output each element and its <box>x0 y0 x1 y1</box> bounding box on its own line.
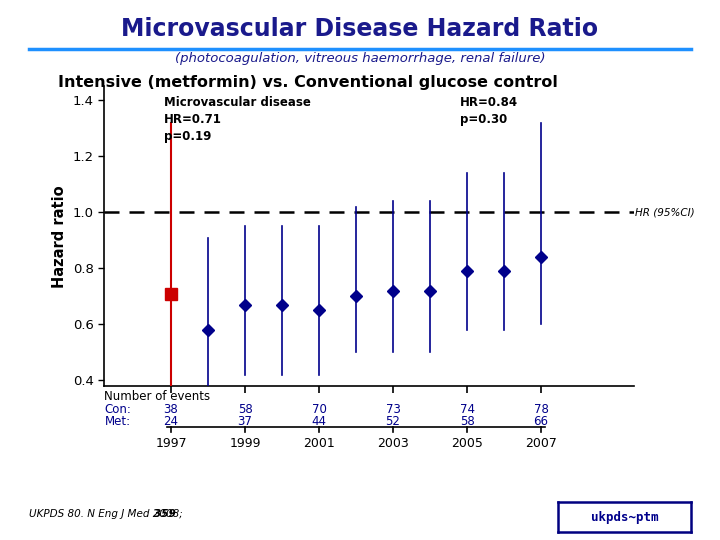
Text: p=0.30: p=0.30 <box>459 113 507 126</box>
Text: 66: 66 <box>534 415 549 428</box>
Text: UKPDS 80. N Eng J Med 2008;: UKPDS 80. N Eng J Med 2008; <box>29 509 186 519</box>
Text: 58: 58 <box>459 415 474 428</box>
Text: 52: 52 <box>386 415 400 428</box>
Text: 24: 24 <box>163 415 179 428</box>
Text: HR=0.71: HR=0.71 <box>163 113 222 126</box>
Text: Met:: Met: <box>104 415 130 428</box>
Text: HR (95%CI): HR (95%CI) <box>636 207 695 218</box>
Text: HR=0.84: HR=0.84 <box>459 96 518 109</box>
Text: 44: 44 <box>312 415 327 428</box>
Text: 37: 37 <box>238 415 253 428</box>
Text: 2007: 2007 <box>525 437 557 450</box>
Text: 58: 58 <box>238 403 253 416</box>
Text: 38: 38 <box>163 403 179 416</box>
Text: ukpds~ptm: ukpds~ptm <box>591 510 658 524</box>
Text: Number of events: Number of events <box>104 390 210 403</box>
Text: Microvascular disease: Microvascular disease <box>163 96 310 109</box>
Text: 73: 73 <box>386 403 400 416</box>
Text: 359: 359 <box>154 509 176 519</box>
Text: 2005: 2005 <box>451 437 483 450</box>
Text: 1999: 1999 <box>229 437 261 450</box>
Text: Con:: Con: <box>104 403 131 416</box>
Text: Intensive (metformin) vs. Conventional glucose control: Intensive (metformin) vs. Conventional g… <box>58 75 557 90</box>
Y-axis label: Hazard ratio: Hazard ratio <box>53 185 67 288</box>
Text: 2001: 2001 <box>303 437 335 450</box>
Text: 78: 78 <box>534 403 549 416</box>
Text: 70: 70 <box>312 403 326 416</box>
Text: :: : <box>170 509 173 519</box>
Text: (photocoagulation, vitreous haemorrhage, renal failure): (photocoagulation, vitreous haemorrhage,… <box>175 52 545 65</box>
Text: Microvascular Disease Hazard Ratio: Microvascular Disease Hazard Ratio <box>122 17 598 41</box>
Text: 74: 74 <box>459 403 474 416</box>
Text: 2003: 2003 <box>377 437 409 450</box>
Text: p=0.19: p=0.19 <box>163 130 211 143</box>
Text: 1997: 1997 <box>156 437 186 450</box>
